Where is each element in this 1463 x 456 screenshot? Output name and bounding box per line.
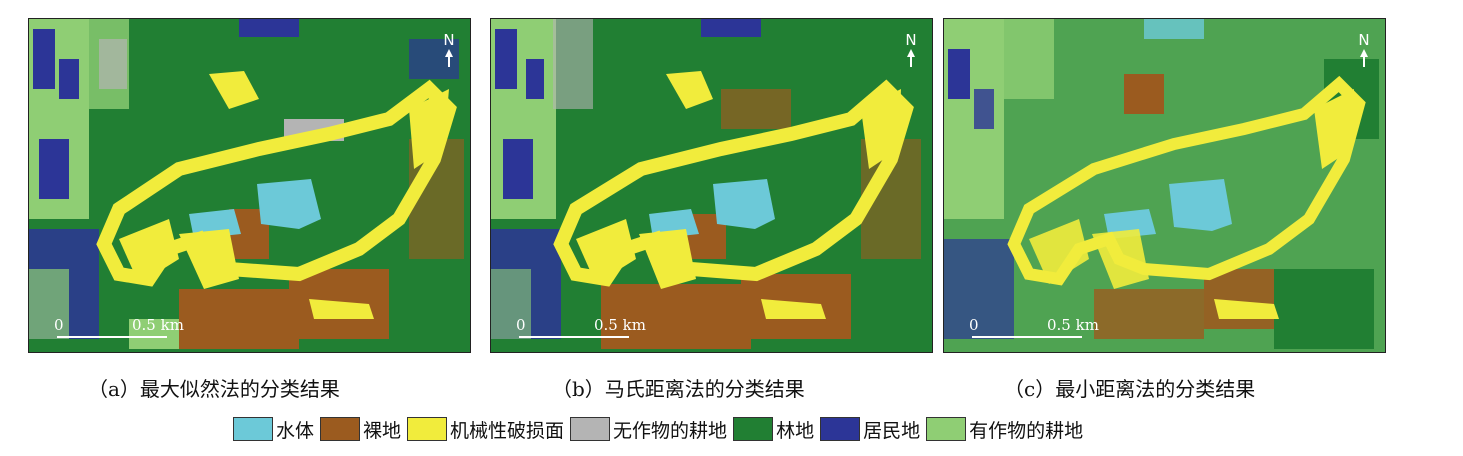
north-label: N	[905, 31, 917, 49]
caption-a: （a）最大似然法的分类结果	[88, 377, 340, 401]
legend-label: 林地	[776, 419, 815, 442]
legend-swatch	[820, 417, 861, 441]
scale-zero: 0	[516, 316, 526, 334]
north-arrow-icon	[445, 49, 453, 57]
legend: 水体 裸地 机械性破损面 无作物的耕地 林地 居民地 有作物的耕地	[233, 415, 1089, 443]
legend-swatch	[570, 417, 611, 441]
legend-swatch	[926, 417, 967, 441]
scale-distance: 0.5 km	[1047, 316, 1099, 334]
north-arrow: N	[900, 31, 922, 67]
legend-swatch	[733, 417, 774, 441]
map-panel-c: N 0 0.5 km	[943, 18, 1386, 353]
north-arrow: N	[438, 31, 460, 67]
legend-item-water: 水体	[233, 416, 314, 443]
legend-label: 无作物的耕地	[613, 419, 728, 442]
legend-swatch	[320, 417, 361, 441]
caption-c: （c）最小距离法的分类结果	[1004, 377, 1256, 401]
legend-label: 裸地	[363, 419, 402, 442]
scale-zero: 0	[54, 316, 64, 334]
north-arrow-icon	[1360, 49, 1368, 57]
scale-distance: 0.5 km	[594, 316, 646, 334]
north-label: N	[443, 31, 455, 49]
legend-item-residential: 居民地	[820, 416, 920, 443]
north-arrow-icon	[907, 49, 915, 57]
legend-item-forest: 林地	[733, 416, 814, 443]
map-panel-b: N 0 0.5 km	[490, 18, 933, 353]
north-arrow: N	[1353, 31, 1375, 67]
legend-label: 水体	[276, 419, 315, 442]
legend-item-fallow-cropland: 无作物的耕地	[570, 416, 727, 443]
legend-item-planted-cropland: 有作物的耕地	[926, 416, 1083, 443]
legend-item-mechanical-damage: 机械性破损面	[407, 416, 564, 443]
scale-distance: 0.5 km	[132, 316, 184, 334]
legend-item-bare-land: 裸地	[320, 416, 401, 443]
scale-zero: 0	[969, 316, 979, 334]
map-panel-a: N 0 0.5 km	[28, 18, 471, 353]
scale-bar-line	[972, 336, 1082, 338]
legend-swatch	[233, 417, 273, 441]
legend-swatch	[407, 417, 448, 441]
classification-map-c	[944, 19, 1385, 352]
north-label: N	[1358, 31, 1370, 49]
scale-bar-line	[57, 336, 167, 338]
classification-map-b	[491, 19, 932, 352]
legend-label: 机械性破损面	[450, 419, 565, 442]
classification-map-a	[29, 19, 470, 352]
scale-bar-line	[519, 336, 629, 338]
legend-label: 居民地	[863, 419, 921, 442]
legend-label: 有作物的耕地	[969, 419, 1084, 442]
caption-b: （b）马氏距离法的分类结果	[552, 377, 805, 401]
